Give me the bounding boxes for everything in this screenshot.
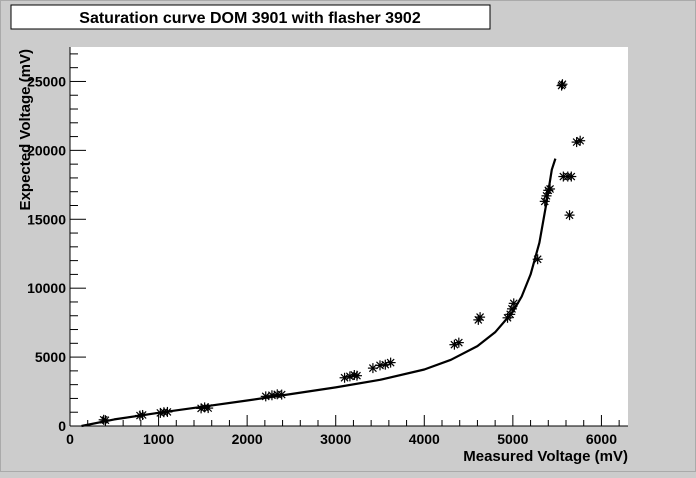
data-point-stroke bbox=[340, 373, 349, 382]
data-point-stroke bbox=[546, 184, 555, 193]
data-point-stroke bbox=[204, 404, 213, 413]
data-point-stroke bbox=[136, 411, 144, 420]
x-tick-label: 5000 bbox=[497, 431, 528, 447]
data-point bbox=[100, 415, 111, 426]
data-point bbox=[541, 190, 552, 201]
data-point-stroke bbox=[454, 338, 463, 347]
x-tick-label: 6000 bbox=[586, 431, 617, 447]
data-point-stroke bbox=[261, 392, 270, 401]
data-point bbox=[564, 210, 575, 221]
y-tick-label: 15000 bbox=[27, 211, 66, 227]
data-point-stroke bbox=[101, 416, 110, 425]
data-point-stroke bbox=[277, 390, 286, 399]
data-point bbox=[276, 389, 287, 400]
data-point bbox=[575, 135, 586, 146]
x-axis-label: Measured Voltage (mV) bbox=[463, 448, 628, 465]
data-point bbox=[260, 391, 271, 402]
data-point-stroke bbox=[200, 403, 209, 412]
x-tick-label: 1000 bbox=[143, 431, 174, 447]
data-point bbox=[508, 298, 519, 309]
data-point bbox=[203, 403, 214, 414]
axes: 0 1000 2000 3000 4000 5000 6000 0 5000 10000 15000… bbox=[27, 47, 628, 447]
y-tick-label: 10000 bbox=[27, 280, 66, 296]
data-point-stroke bbox=[376, 361, 384, 370]
x-tick-label: 4000 bbox=[409, 431, 440, 447]
data-point bbox=[134, 410, 145, 421]
y-tick-label: 0 bbox=[58, 418, 66, 434]
x-tick-label: 2000 bbox=[232, 431, 263, 447]
data-point-stroke bbox=[509, 299, 518, 308]
y-axis-label: Expected Voltage (mV) bbox=[17, 49, 34, 210]
y-tick-label: 25000 bbox=[27, 73, 66, 89]
x-tick-label: 0 bbox=[66, 431, 74, 447]
data-point bbox=[475, 312, 486, 323]
data-point bbox=[532, 254, 543, 265]
data-point-stroke bbox=[345, 372, 354, 381]
data-point bbox=[545, 183, 556, 194]
data-point bbox=[162, 406, 173, 417]
data-point bbox=[566, 171, 577, 182]
plot-frame bbox=[70, 47, 628, 426]
y-tick-label: 5000 bbox=[35, 349, 66, 365]
data-point bbox=[375, 360, 385, 371]
data-point bbox=[453, 337, 464, 348]
data-point-stroke bbox=[576, 136, 585, 145]
x-tick-label: 3000 bbox=[320, 431, 351, 447]
data-point bbox=[557, 79, 568, 90]
data-point-stroke bbox=[386, 358, 395, 367]
data-point-stroke bbox=[474, 315, 483, 324]
data-point-stroke bbox=[533, 255, 542, 264]
data-point bbox=[473, 314, 484, 325]
chart-title: Saturation curve DOM 3901 with flasher 3… bbox=[79, 10, 421, 27]
data-point-stroke bbox=[353, 371, 361, 380]
chart-title-box: Saturation curve DOM 3901 with flasher 3… bbox=[10, 4, 491, 30]
scatter-points bbox=[98, 79, 586, 426]
data-point bbox=[385, 357, 396, 368]
data-point-stroke bbox=[565, 211, 574, 220]
data-point-stroke bbox=[558, 80, 567, 89]
data-point bbox=[351, 370, 362, 381]
data-point-stroke bbox=[567, 172, 576, 181]
data-point-stroke bbox=[267, 391, 276, 400]
title-box-border bbox=[10, 4, 491, 30]
y-tick-label: 20000 bbox=[27, 142, 66, 158]
data-point-stroke bbox=[163, 407, 172, 416]
